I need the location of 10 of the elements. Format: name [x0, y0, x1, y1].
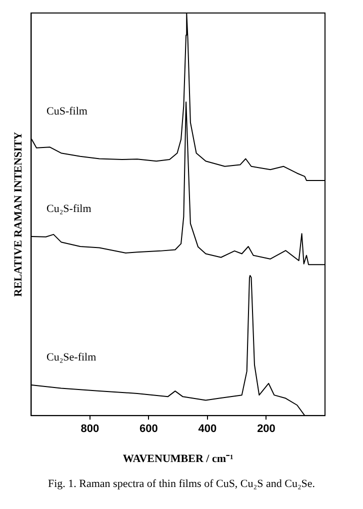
- x-tick-label: 800: [80, 423, 100, 436]
- x-tick-label: 400: [198, 423, 217, 436]
- x-axis-title: WAVENUMBER / cm⁻¹: [122, 453, 234, 466]
- text: Cu₂Se-film: [46, 351, 97, 364]
- x-tick-label: 200: [257, 423, 276, 436]
- text: CuS-film: [46, 105, 88, 118]
- y-axis-title: RELATIVE RAMAN INTENSITY: [12, 132, 24, 297]
- caption: Fig. 1. Raman spectra of thin films of CuS, Cu₂S and Cu₂Se.: [46, 478, 316, 490]
- x-tick-label: 600: [140, 423, 158, 436]
- series-label: Cu₂S-film: [46, 202, 92, 215]
